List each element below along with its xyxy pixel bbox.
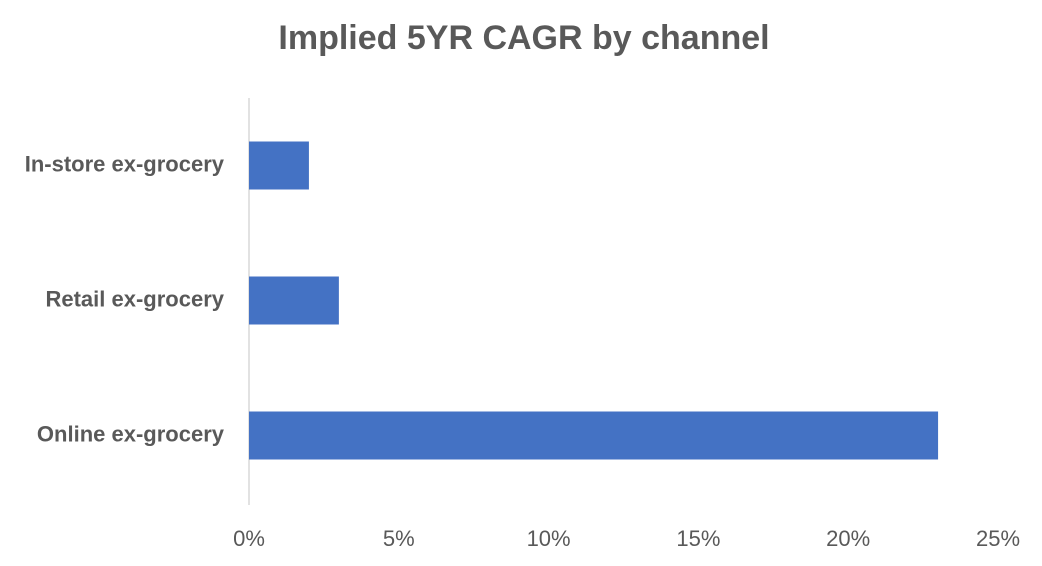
y-tick-label: Online ex-grocery xyxy=(37,421,225,446)
x-tick-label: 10% xyxy=(527,526,571,551)
y-tick-label: In-store ex-grocery xyxy=(25,151,225,176)
x-tick-label: 25% xyxy=(976,526,1020,551)
bar xyxy=(249,141,309,190)
bar xyxy=(249,276,339,325)
x-tick-label: 5% xyxy=(383,526,415,551)
bar xyxy=(249,411,939,460)
y-tick-label: Retail ex-grocery xyxy=(45,286,224,311)
x-tick-label: 20% xyxy=(826,526,870,551)
chart-title: Implied 5YR CAGR by channel xyxy=(278,19,769,57)
x-tick-label: 0% xyxy=(233,526,265,551)
x-tick-label: 15% xyxy=(676,526,720,551)
